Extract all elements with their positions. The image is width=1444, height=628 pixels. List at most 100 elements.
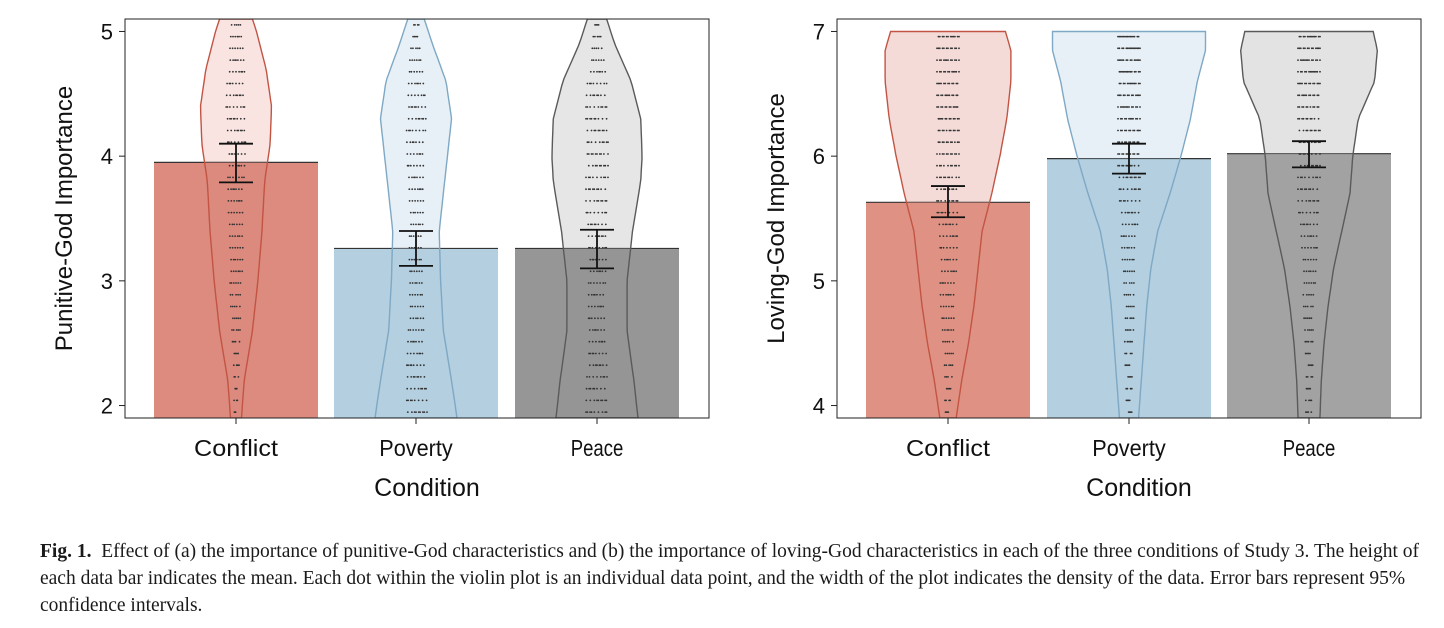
data-point: [1119, 59, 1122, 61]
data-point: [938, 117, 941, 120]
data-point: [945, 399, 947, 402]
data-point: [1301, 94, 1303, 97]
data-point: [421, 188, 424, 191]
data-point: [593, 106, 596, 108]
data-point: [1313, 70, 1316, 73]
data-point: [1119, 188, 1122, 191]
data-point: [601, 411, 604, 413]
data-point: [949, 235, 952, 238]
data-point: [1304, 305, 1307, 308]
data-point: [948, 352, 951, 355]
data-point: [605, 258, 607, 261]
data-point: [940, 82, 942, 85]
data-point: [596, 387, 598, 390]
data-point: [942, 223, 944, 226]
data-point: [236, 211, 238, 214]
data-point: [1315, 59, 1317, 61]
data-point: [597, 399, 600, 402]
data-point: [603, 176, 605, 179]
data-point: [593, 188, 596, 191]
data-point: [239, 258, 242, 261]
data-point: [1129, 70, 1132, 73]
y-tick-label: 3: [101, 269, 113, 294]
data-point: [945, 106, 948, 108]
data-point: [1130, 70, 1133, 73]
data-point: [604, 223, 607, 226]
data-point: [587, 282, 590, 284]
data-point: [417, 246, 420, 249]
data-point: [587, 164, 590, 167]
data-point: [1118, 59, 1121, 61]
data-point: [595, 340, 597, 343]
data-point: [938, 164, 941, 167]
data-point: [1126, 340, 1129, 343]
data-point: [239, 246, 242, 249]
data-point: [605, 129, 608, 132]
data-point: [1305, 188, 1308, 191]
data-point: [940, 94, 942, 97]
data-point: [1131, 211, 1134, 214]
data-point: [595, 352, 597, 355]
data-point: [1118, 82, 1121, 85]
data-point: [236, 235, 239, 238]
data-point: [1299, 82, 1302, 85]
data-point: [958, 47, 960, 50]
data-point: [238, 340, 241, 343]
data-point: [600, 188, 602, 191]
data-point: [607, 164, 609, 167]
data-point: [423, 387, 426, 390]
data-point: [229, 82, 232, 85]
data-point: [944, 94, 947, 97]
data-point: [589, 117, 591, 120]
data-point: [603, 141, 605, 144]
plot-area: [154, 19, 679, 418]
data-point: [1127, 293, 1130, 296]
data-point: [936, 106, 938, 108]
data-point: [1131, 270, 1133, 273]
data-point: [410, 47, 412, 50]
data-point: [1302, 153, 1305, 155]
data-point: [605, 141, 608, 144]
data-point: [945, 376, 948, 378]
data-point: [409, 153, 412, 155]
data-point: [596, 153, 598, 155]
caption-text: Effect of (a) the importance of punitive…: [40, 541, 1420, 616]
data-point: [1133, 82, 1136, 85]
data-point: [939, 293, 942, 296]
data-point: [232, 106, 235, 108]
data-point: [587, 188, 590, 191]
data-point: [1129, 293, 1132, 296]
data-point: [239, 305, 241, 308]
data-point: [231, 305, 234, 308]
data-point: [1117, 47, 1119, 50]
data-point: [241, 270, 244, 273]
data-point: [950, 305, 953, 308]
data-point: [1137, 70, 1140, 73]
data-point: [1313, 200, 1316, 202]
data-point: [406, 352, 409, 355]
data-point: [236, 399, 239, 402]
data-point: [604, 70, 607, 73]
data-point: [419, 82, 422, 85]
data-point: [601, 246, 604, 249]
data-point: [594, 293, 596, 296]
data-point: [952, 200, 955, 202]
data-point: [237, 282, 240, 284]
data-point: [233, 352, 236, 355]
data-point: [231, 82, 234, 85]
data-point: [1137, 176, 1140, 179]
data-point: [597, 188, 600, 191]
data-point: [1312, 305, 1314, 308]
data-point: [940, 117, 942, 120]
data-point: [1119, 70, 1122, 73]
data-point: [1307, 246, 1309, 249]
data-point: [1136, 94, 1139, 97]
data-point: [1121, 59, 1123, 61]
data-point: [956, 35, 959, 38]
data-point: [419, 200, 422, 202]
data-point: [948, 305, 950, 308]
data-point: [235, 188, 237, 191]
data-point: [1319, 47, 1321, 50]
data-point: [602, 235, 604, 238]
data-point: [943, 70, 945, 73]
